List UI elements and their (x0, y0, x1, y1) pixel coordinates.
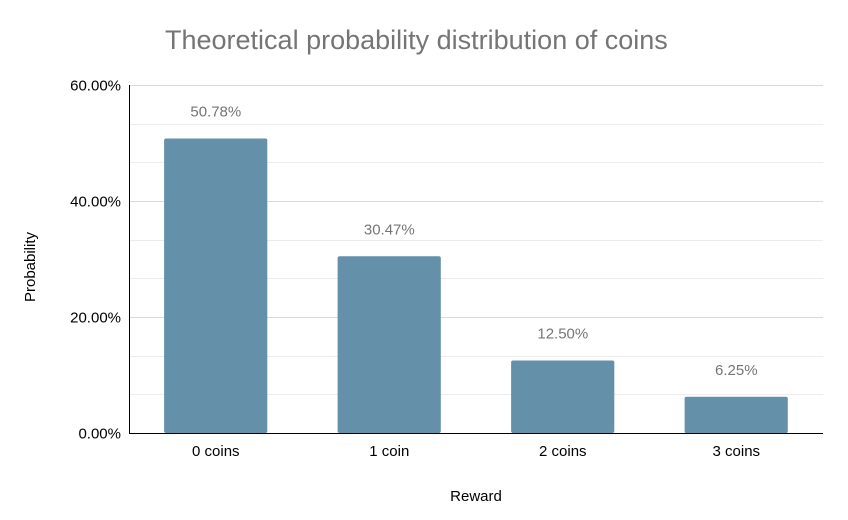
x-tick-label: 1 coin (369, 443, 409, 460)
chart-title: Theoretical probability distribution of … (165, 25, 668, 55)
bar (337, 256, 441, 433)
x-tick-label: 2 coins (539, 443, 587, 460)
bar (684, 396, 788, 434)
x-tick-label: 0 coins (192, 443, 240, 460)
data-labels: 50.78% 30.47% 12.50% 6.25% (190, 104, 757, 379)
y-axis-title: Probability (22, 231, 39, 302)
data-label: 6.25% (715, 362, 758, 379)
data-label: 12.50% (537, 326, 588, 343)
x-axis-title: Reward (450, 488, 502, 505)
bar (164, 138, 268, 433)
axes: 0.00% 20.00% 40.00% 60.00% 0 coins 1 coin 2 co… (70, 78, 823, 460)
y-tick-label: 40.00% (70, 194, 121, 211)
y-tick-label: 0.00% (78, 426, 121, 443)
x-tick-label: 3 coins (713, 443, 761, 460)
data-label: 50.78% (190, 104, 241, 121)
y-tick-label: 60.00% (70, 78, 121, 95)
y-tick-label: 20.00% (70, 310, 121, 327)
bar (511, 360, 615, 433)
data-label: 30.47% (364, 221, 415, 238)
bars (164, 138, 788, 434)
